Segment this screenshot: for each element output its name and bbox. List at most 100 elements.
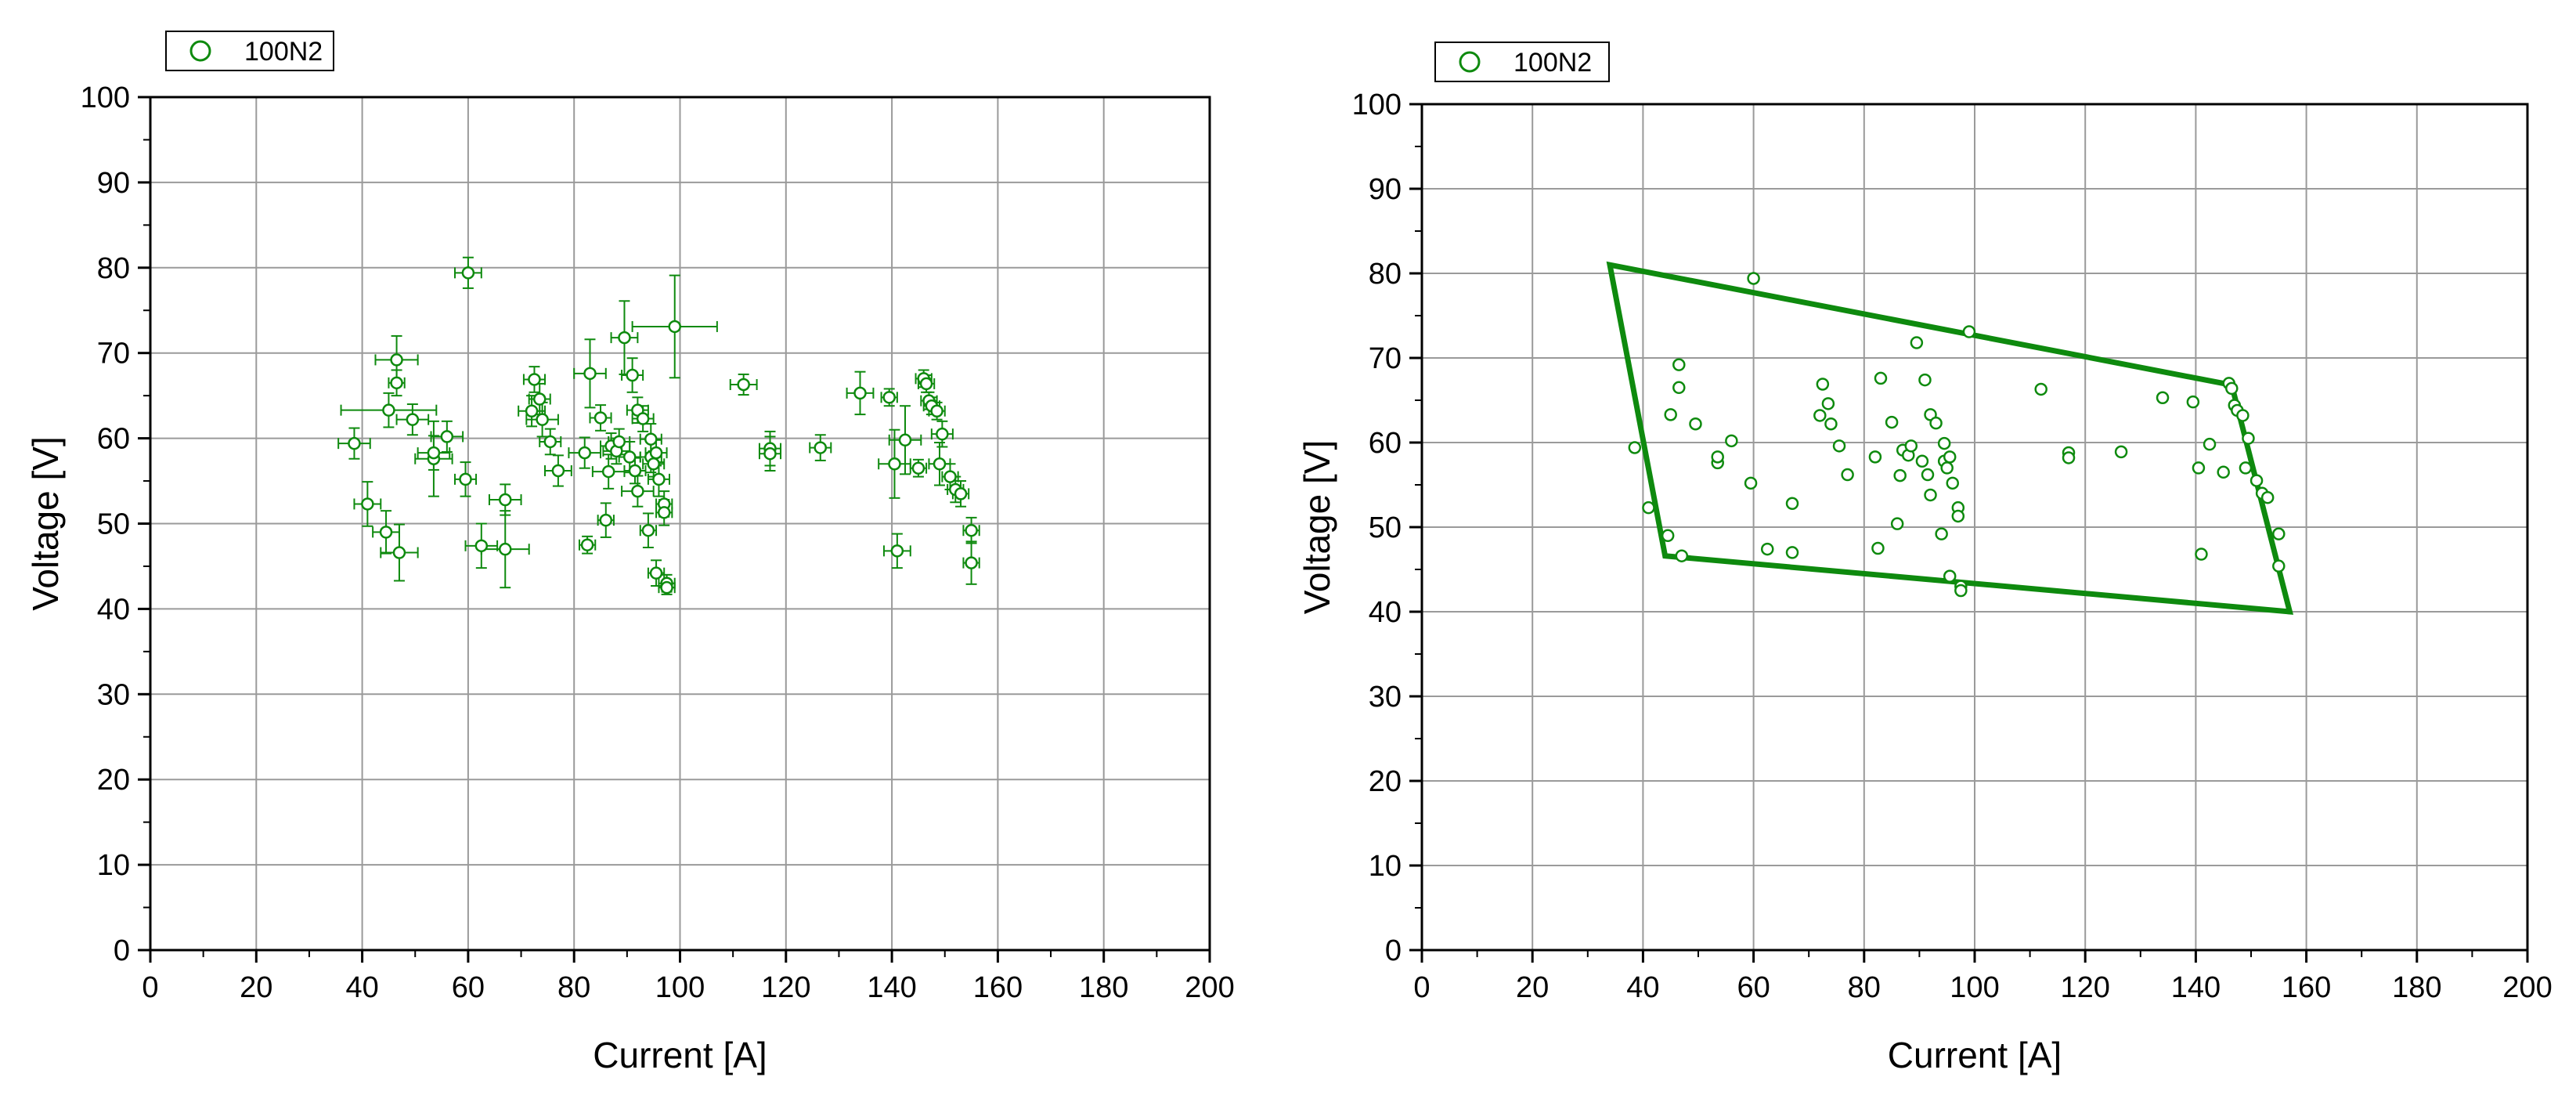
y-axis-label-right: Voltage [V] bbox=[1297, 440, 1337, 615]
data-point bbox=[2260, 490, 2275, 504]
data-point bbox=[1943, 569, 1957, 583]
data-point bbox=[1924, 488, 1937, 502]
y-tick-label: 50 bbox=[97, 508, 130, 541]
data-point bbox=[390, 376, 403, 390]
ticks-left bbox=[138, 96, 1211, 963]
x-tick-label: 200 bbox=[2502, 971, 2552, 1004]
data-point bbox=[459, 472, 472, 486]
y-tick-label: 0 bbox=[1385, 934, 1402, 967]
data-point bbox=[2239, 461, 2253, 475]
data-point bbox=[1904, 439, 1918, 453]
data-point bbox=[536, 413, 549, 426]
data-point bbox=[2236, 409, 2249, 422]
data-point bbox=[2272, 527, 2286, 540]
data-point bbox=[1628, 441, 1642, 454]
data-point bbox=[1832, 439, 1846, 453]
data-point bbox=[1744, 476, 1758, 490]
data-point bbox=[406, 413, 420, 426]
data-point bbox=[2114, 445, 2128, 459]
x-tick-label: 120 bbox=[2060, 971, 2109, 1004]
data-point bbox=[1785, 497, 1799, 511]
data-point bbox=[888, 457, 901, 471]
data-point bbox=[1893, 468, 1907, 482]
data-point bbox=[1962, 325, 1976, 338]
data-point bbox=[965, 556, 978, 569]
data-point bbox=[551, 464, 565, 478]
data-point bbox=[1871, 541, 1885, 555]
data-point bbox=[578, 446, 591, 460]
x-tick-label: 60 bbox=[452, 971, 485, 1004]
y-tick-labels-left: 0 10 20 30 40 50 60 70 80 90 100 bbox=[81, 81, 130, 967]
legend-box-right bbox=[1434, 42, 1610, 82]
y-tick-label: 70 bbox=[97, 338, 130, 370]
data-point bbox=[1943, 450, 1957, 464]
x-tick-label: 60 bbox=[1737, 971, 1770, 1004]
data-point bbox=[853, 386, 867, 400]
data-point bbox=[644, 432, 658, 446]
x-axis-label-right: Current [A] bbox=[1888, 1035, 2062, 1075]
y-tick-label: 10 bbox=[1369, 850, 1402, 883]
data-point bbox=[660, 580, 673, 594]
data-point bbox=[474, 539, 489, 553]
points-right bbox=[1628, 272, 2286, 598]
data-point bbox=[1929, 416, 1943, 430]
data-point bbox=[652, 472, 666, 486]
legend-marker-right bbox=[1459, 51, 1481, 73]
data-point bbox=[2186, 395, 2200, 409]
x-tick-label: 40 bbox=[1626, 971, 1659, 1004]
data-point bbox=[1672, 358, 1686, 371]
data-point bbox=[2195, 548, 2208, 561]
data-point bbox=[911, 461, 925, 475]
x-tick-label: 160 bbox=[973, 971, 1023, 1004]
data-point bbox=[1910, 336, 1924, 349]
x-tick-label: 80 bbox=[1848, 971, 1881, 1004]
data-point bbox=[631, 484, 644, 498]
x-tick-labels-left: 0 20 40 60 80 100 120 140 160 180 200 bbox=[142, 971, 1234, 1004]
x-tick-label: 180 bbox=[1079, 971, 1128, 1004]
data-point bbox=[382, 403, 395, 417]
data-point bbox=[348, 436, 361, 450]
y-tick-label: 0 bbox=[114, 934, 130, 967]
plot-right: 0 20 40 60 80 100 120 140 160 180 200 0 10 20 30 40 50 6… bbox=[1297, 42, 2553, 1075]
legend-label-left: 100N2 bbox=[244, 37, 323, 67]
data-point bbox=[1664, 408, 1677, 421]
data-point bbox=[1935, 527, 1948, 540]
data-point bbox=[890, 544, 904, 558]
y-tick-label: 40 bbox=[1369, 596, 1402, 629]
x-tick-label: 0 bbox=[142, 971, 158, 1004]
data-point bbox=[1675, 549, 1689, 562]
y-tick-label: 30 bbox=[1369, 681, 1402, 714]
data-point bbox=[361, 497, 374, 511]
data-point bbox=[1951, 509, 1965, 523]
data-point bbox=[1885, 415, 1899, 429]
y-tick-label: 60 bbox=[97, 423, 130, 456]
legend-right: 100N2 bbox=[1434, 42, 1610, 82]
y-tick-labels-right: 0 10 20 30 40 50 60 70 80 90 100 bbox=[1352, 89, 1402, 967]
y-tick-label: 30 bbox=[97, 678, 130, 711]
x-tick-label: 100 bbox=[655, 971, 705, 1004]
data-point bbox=[601, 464, 615, 479]
data-point bbox=[1874, 371, 1888, 385]
data-point bbox=[919, 377, 933, 391]
data-point bbox=[2272, 559, 2286, 573]
points-left bbox=[348, 266, 978, 594]
y-tick-label: 10 bbox=[97, 849, 130, 882]
y-tick-label: 80 bbox=[97, 252, 130, 285]
data-point bbox=[1747, 272, 1760, 285]
data-point bbox=[2034, 382, 2047, 396]
data-point bbox=[440, 430, 454, 443]
x-tick-label: 100 bbox=[1950, 971, 1999, 1004]
data-point bbox=[593, 411, 608, 425]
x-tick-labels-right: 0 20 40 60 80 100 120 140 160 180 200 bbox=[1413, 971, 2552, 1004]
data-point bbox=[1816, 378, 1830, 391]
y-tick-label: 100 bbox=[81, 81, 130, 114]
data-point bbox=[392, 546, 406, 559]
data-point bbox=[390, 353, 403, 367]
data-point bbox=[2217, 465, 2230, 479]
data-point bbox=[1921, 468, 1935, 482]
legend-box-left bbox=[165, 31, 334, 71]
data-point bbox=[1915, 454, 1929, 468]
legend-marker-left bbox=[189, 40, 211, 62]
data-point bbox=[2156, 391, 2170, 405]
